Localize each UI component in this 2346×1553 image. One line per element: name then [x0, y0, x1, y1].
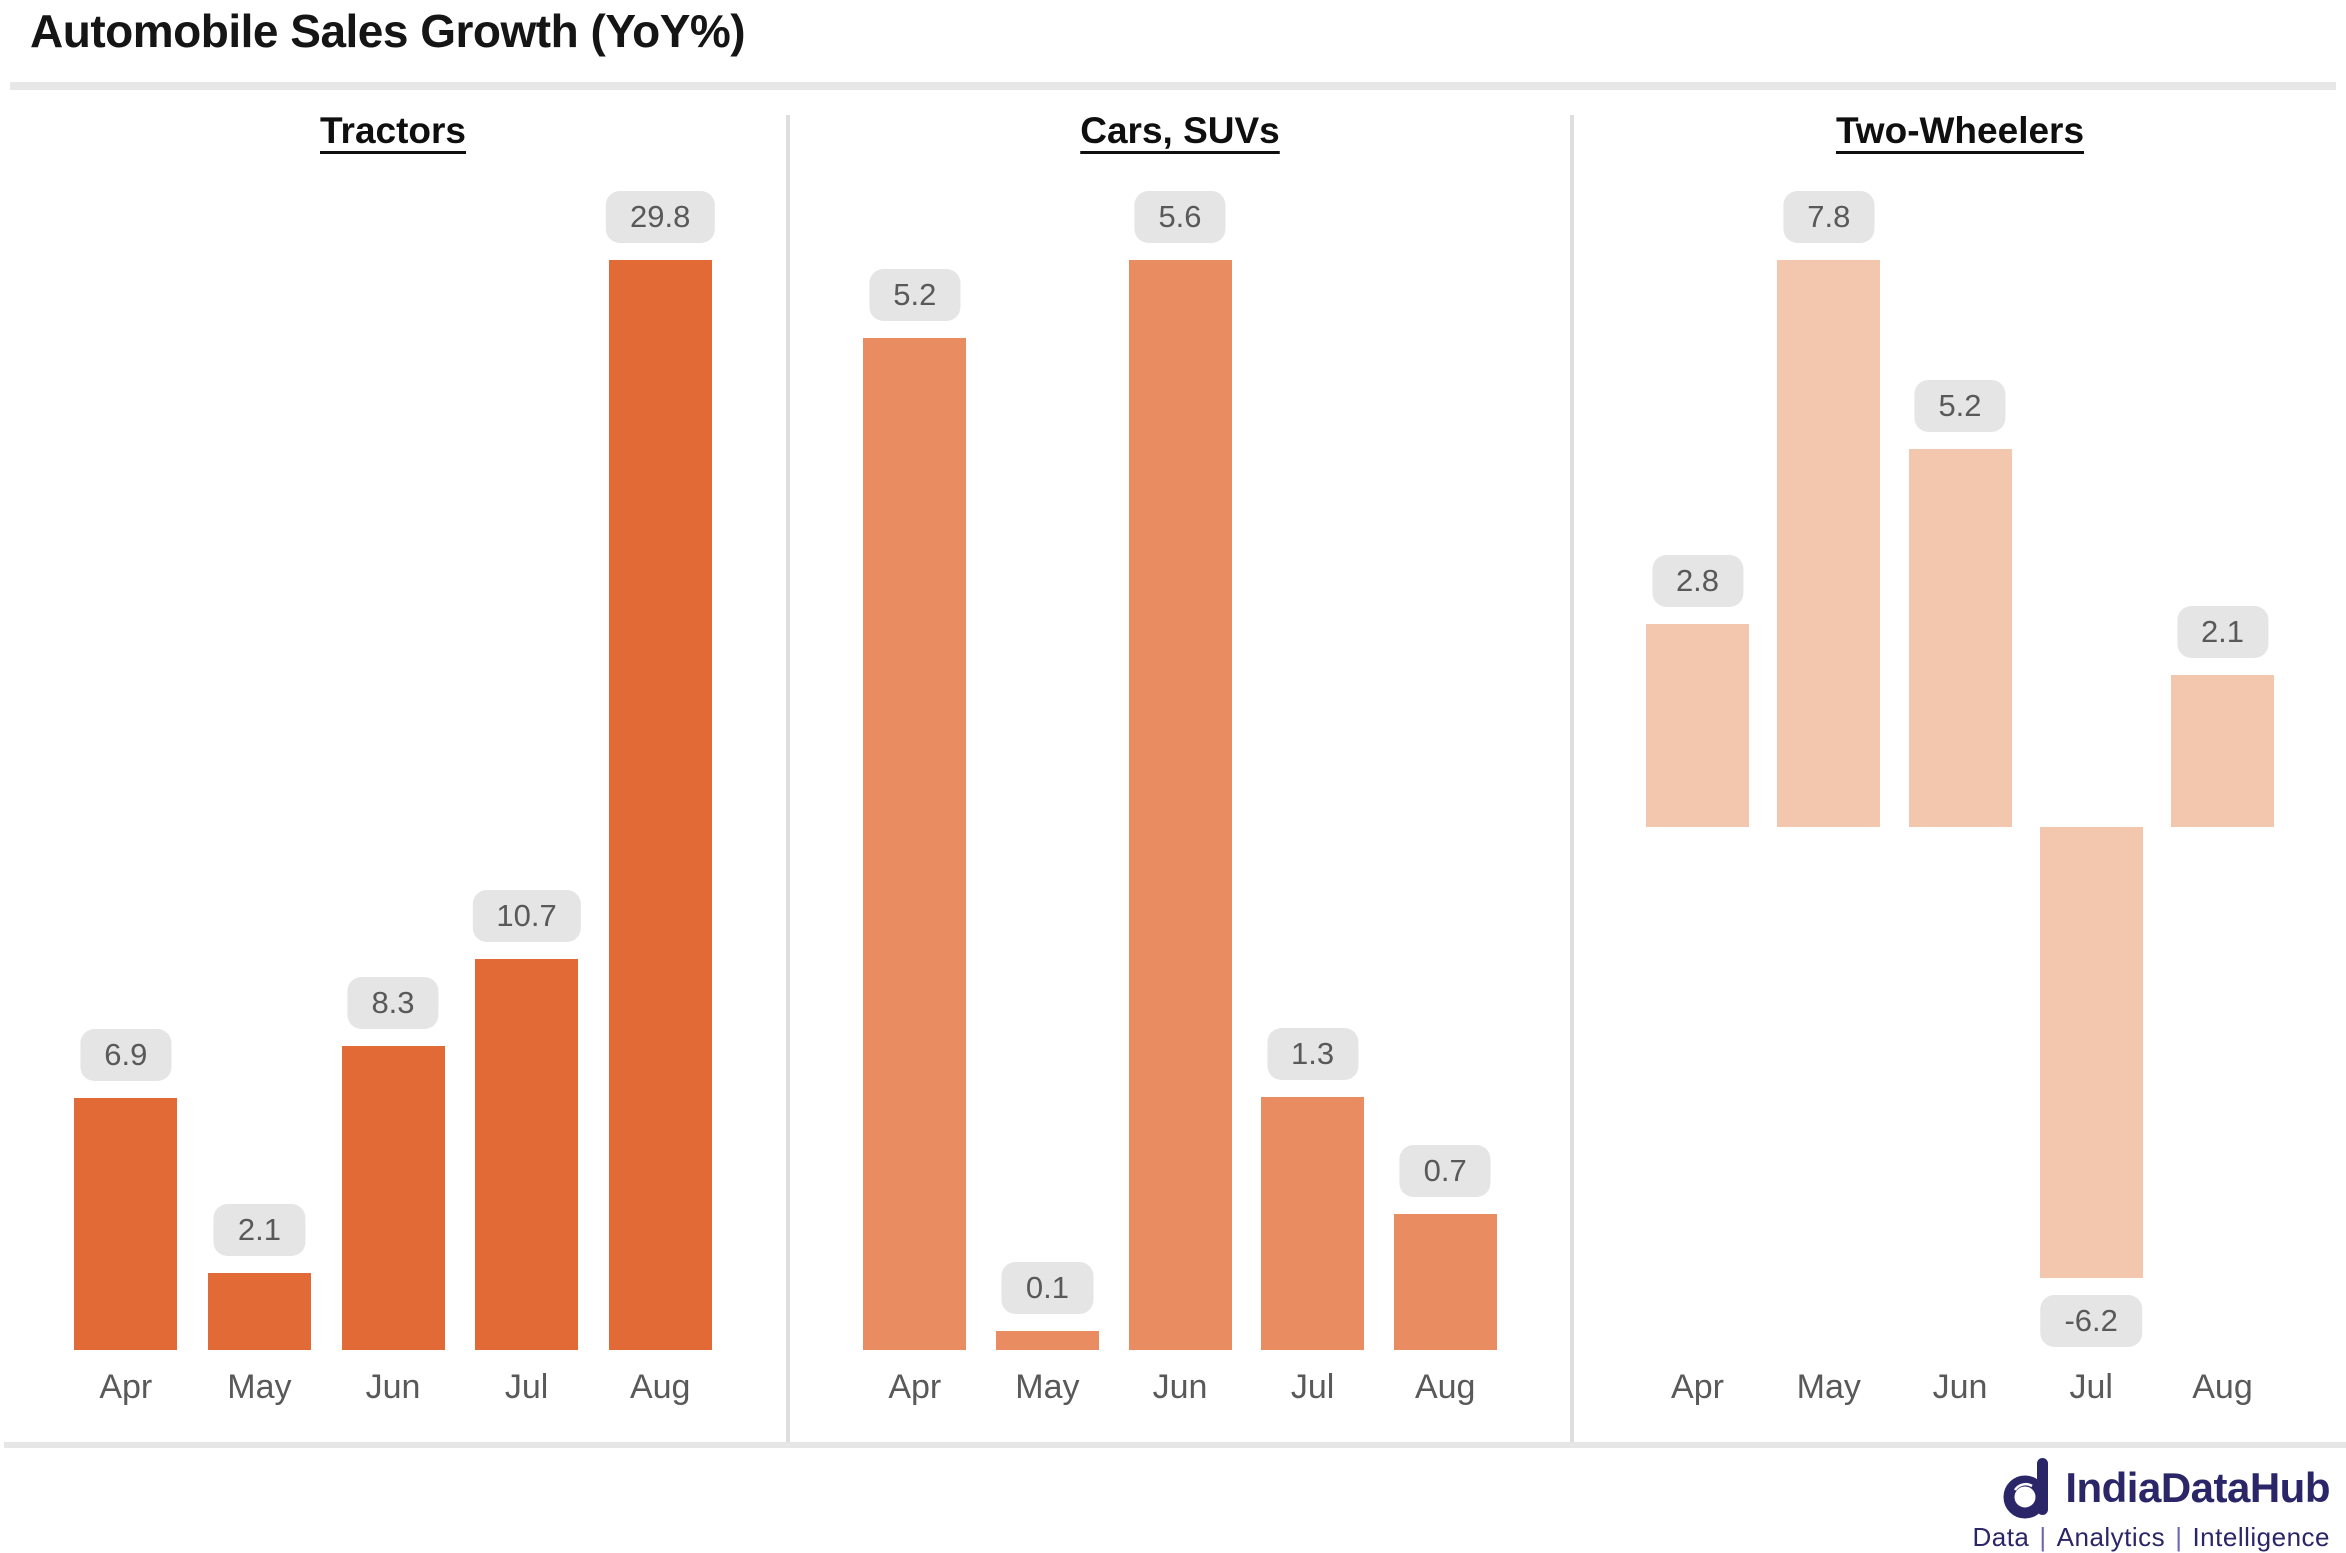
x-axis-label-jul: Jul	[1290, 1368, 1335, 1406]
x-axis-label-jul: Jul	[504, 1368, 549, 1406]
bar-aug	[1393, 1213, 1497, 1351]
panel-title-two-wheelers: Two-Wheelers	[1835, 110, 2085, 151]
x-axis-label-may: May	[1015, 1368, 1080, 1406]
bar-jul	[2039, 827, 2143, 1278]
indiadatahub-logo: IndiaDataHub Data | Analytics | Intelligence	[1972, 1456, 2330, 1553]
panel-separator-2	[1570, 115, 1574, 1442]
panel-separator-1	[786, 115, 790, 1442]
x-axis-label-may: May	[1796, 1368, 1861, 1406]
chart-panel-tractors: Tractors 6.9 Apr 2.1 May 8.3 Jun 10.7 Jul 29.8 Au…	[0, 98, 786, 1442]
x-axis-label-jun: Jun	[1932, 1368, 1988, 1406]
data-label-badge: 5.6	[1134, 191, 1226, 243]
bar-apr	[863, 337, 967, 1350]
panel-title-tractors: Tractors	[319, 110, 466, 151]
bar-jul	[475, 958, 579, 1350]
data-label-badge: 0.1	[1001, 1261, 1093, 1314]
x-axis-label-apr: Apr	[888, 1368, 942, 1406]
bar-apr	[74, 1097, 178, 1350]
tagline-analytics: Analytics	[2056, 1522, 2166, 1552]
chart-panel-cars-suvs: Cars, SUVs 5.2 Apr 0.1 May 5.6 Jun 1.3 Jul 0.7 Au…	[790, 98, 1570, 1442]
bar-jun	[1908, 449, 2012, 828]
bar-jun	[341, 1046, 445, 1350]
data-label-badge: 6.9	[80, 1028, 172, 1081]
bar-may	[995, 1330, 1099, 1350]
title-divider	[10, 82, 2336, 90]
logo-tagline: Data | Analytics | Intelligence	[1972, 1522, 2330, 1553]
logo-brand-text: IndiaDataHub	[2065, 1464, 2330, 1511]
tagline-pipe: |	[2039, 1522, 2047, 1552]
x-axis-label-jun: Jun	[1152, 1368, 1208, 1406]
x-axis-label-aug: Aug	[1414, 1368, 1476, 1406]
indiadatahub-logo-icon	[2003, 1456, 2053, 1520]
bar-aug	[608, 260, 712, 1350]
data-label-badge: 8.3	[347, 977, 439, 1030]
x-axis-label-aug: Aug	[629, 1368, 691, 1406]
x-axis-label-jun: Jun	[365, 1368, 421, 1406]
bar-may	[207, 1273, 311, 1350]
tagline-intelligence: Intelligence	[2192, 1522, 2330, 1552]
data-label-badge: 5.2	[1914, 380, 2006, 433]
data-label-badge: 5.2	[869, 268, 961, 321]
data-label-badge: 0.7	[1399, 1144, 1491, 1197]
x-axis-label-jul: Jul	[2069, 1368, 2113, 1406]
x-axis-label-apr: Apr	[1671, 1368, 1724, 1406]
page-title: Automobile Sales Growth (YoY%)	[30, 5, 746, 57]
bar-apr	[1646, 623, 1749, 828]
x-axis-label-aug: Aug	[2192, 1368, 2253, 1406]
data-label-badge: 10.7	[472, 889, 581, 942]
chart-panel-two-wheelers: Two-Wheelers 2.8 Apr 7.8 May 5.2 Jun -6.2 Jul 2.…	[1574, 98, 2346, 1442]
data-label-badge: 2.1	[2176, 605, 2269, 658]
data-label-badge: -6.2	[2040, 1295, 2142, 1347]
bottom-divider	[4, 1442, 2346, 1448]
x-axis-label-may: May	[227, 1368, 292, 1406]
tagline-data: Data	[1972, 1522, 2030, 1552]
bar-aug	[2171, 674, 2274, 828]
data-label-badge: 1.3	[1267, 1028, 1359, 1080]
data-label-badge: 2.8	[1651, 554, 1744, 607]
bar-jun	[1128, 260, 1232, 1350]
panel-title-cars-suvs: Cars, SUVs	[1080, 110, 1280, 151]
data-label-badge: 2.1	[213, 1204, 305, 1257]
data-label-badge: 29.8	[606, 191, 715, 243]
bar-jul	[1261, 1097, 1365, 1350]
bar-may	[1777, 260, 1881, 828]
data-label-badge: 7.8	[1783, 191, 1875, 243]
x-axis-label-apr: Apr	[99, 1368, 153, 1406]
tagline-pipe: |	[2175, 1522, 2183, 1552]
